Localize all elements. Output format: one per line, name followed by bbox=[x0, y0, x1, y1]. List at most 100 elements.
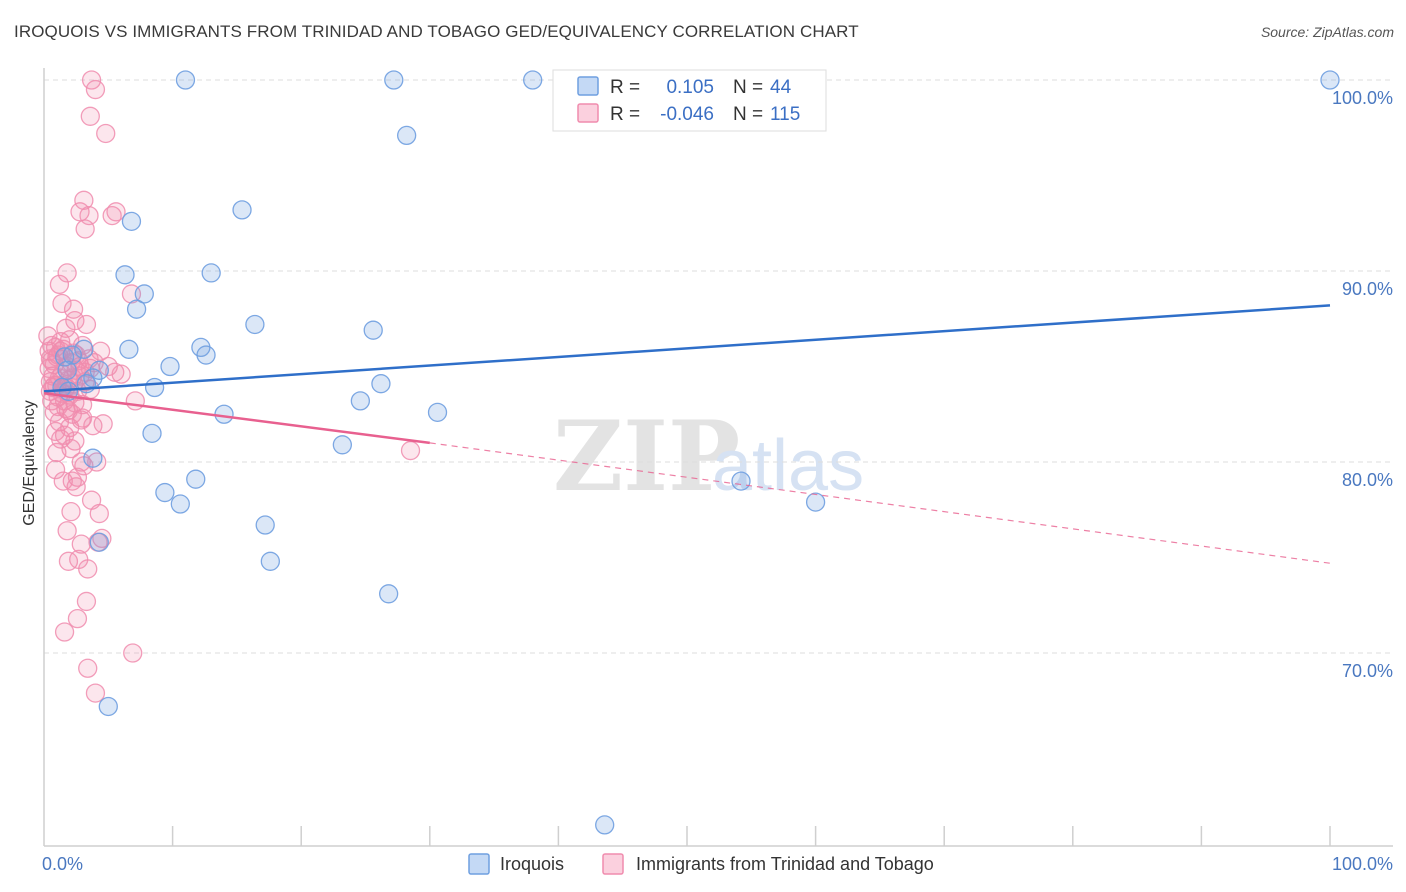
trinidad-point bbox=[54, 622, 75, 642]
iroquois-point bbox=[427, 402, 448, 422]
chart-title: IROQUOIS VS IMMIGRANTS FROM TRINIDAD AND… bbox=[14, 22, 859, 41]
iroquois-point bbox=[397, 125, 417, 146]
iroquois-point bbox=[350, 391, 371, 411]
y-axis-label: GED/Equivalency bbox=[21, 400, 38, 525]
series-legend: Iroquois Immigrants from Trinidad and To… bbox=[468, 853, 934, 875]
trinidad-point bbox=[123, 643, 143, 663]
iroquois-point bbox=[255, 515, 275, 535]
iroquois-point bbox=[160, 356, 180, 377]
trinidad-point bbox=[93, 414, 113, 434]
iroquois-point bbox=[731, 471, 751, 491]
iroquois-point bbox=[175, 70, 196, 90]
watermark-zip: ZIP bbox=[553, 400, 740, 513]
trinidad-trend-line bbox=[43, 392, 430, 445]
iroquois-point bbox=[170, 494, 190, 514]
iroquois-point bbox=[126, 299, 147, 319]
trinidad-point bbox=[78, 559, 98, 579]
y-tick-label: 100.0% bbox=[1332, 88, 1393, 108]
legend-r-label: R = bbox=[610, 104, 640, 125]
iroquois-point bbox=[74, 339, 94, 359]
iroquois-point bbox=[119, 339, 139, 359]
trinidad-point bbox=[96, 123, 116, 144]
iroquois-point bbox=[1320, 70, 1340, 90]
iroquois-point bbox=[142, 423, 162, 444]
legend-n-label: N = bbox=[733, 104, 763, 125]
trinidad-trend-line-extrapolated bbox=[429, 442, 1331, 564]
iroquois-point bbox=[332, 435, 353, 455]
trinidad-point bbox=[57, 521, 77, 541]
y-tick-label: 80.0% bbox=[1342, 470, 1393, 490]
y-tick-label: 70.0% bbox=[1342, 661, 1393, 681]
trinidad-point bbox=[67, 608, 88, 629]
iroquois-point bbox=[196, 345, 216, 365]
trinidad-point bbox=[65, 311, 85, 331]
trinidad-point bbox=[89, 503, 109, 524]
trinidad-point bbox=[58, 400, 79, 421]
iroquois-point bbox=[245, 314, 265, 335]
legend-n-value: 115 bbox=[770, 104, 800, 125]
trinidad-point bbox=[76, 314, 97, 335]
iroquois-point bbox=[232, 200, 252, 220]
iroquois-point bbox=[201, 263, 221, 283]
iroquois-point bbox=[523, 70, 543, 90]
trinidad-point bbox=[76, 591, 97, 612]
trinidad-point bbox=[71, 534, 91, 554]
iroquois-point bbox=[384, 70, 404, 90]
iroquois-point bbox=[186, 469, 206, 489]
iroquois-point bbox=[378, 584, 399, 604]
iroquois-point bbox=[89, 360, 109, 380]
trinidad-point bbox=[67, 467, 88, 487]
iroquois-point bbox=[98, 696, 118, 717]
trinidad-point bbox=[125, 391, 145, 411]
iroquois-point bbox=[144, 377, 165, 398]
iroquois-point bbox=[214, 404, 234, 424]
trinidad-point bbox=[52, 293, 72, 314]
legend-r-value: -0.046 bbox=[660, 104, 714, 125]
iroquois-trend-line bbox=[43, 304, 1331, 393]
trinidad-point bbox=[57, 263, 77, 283]
bottom-legend-swatch-trinidad bbox=[602, 853, 624, 875]
correlation-legend: R = 0.105 N = 44 R = -0.046 N = 115 bbox=[552, 69, 827, 132]
legend-swatch-trinidad bbox=[577, 103, 599, 123]
iroquois-point bbox=[83, 448, 103, 468]
trinidad-point bbox=[80, 106, 100, 126]
iroquois-point bbox=[260, 551, 280, 571]
iroquois-point bbox=[155, 482, 175, 503]
iroquois-point bbox=[363, 320, 383, 340]
iroquois-point bbox=[595, 815, 615, 835]
x-tick-label-max: 100.0% bbox=[1332, 854, 1393, 874]
y-tick-label: 90.0% bbox=[1342, 279, 1393, 299]
legend-r-label: R = bbox=[610, 77, 640, 98]
iroquois-point bbox=[805, 492, 826, 512]
trinidad-point bbox=[49, 274, 70, 295]
iroquois-point bbox=[134, 284, 154, 304]
trinidad-point bbox=[74, 190, 94, 210]
bottom-legend-label-trinidad: Immigrants from Trinidad and Tobago bbox=[636, 854, 934, 874]
legend-r-value: 0.105 bbox=[666, 77, 714, 98]
x-tick-label-min: 0.0% bbox=[42, 854, 83, 874]
iroquois-point bbox=[115, 265, 135, 285]
iroquois-point bbox=[57, 360, 77, 380]
y-tick-labels: 70.0% 80.0% 90.0% 100.0% bbox=[1332, 88, 1393, 681]
trinidad-point bbox=[72, 395, 93, 415]
trinidad-point bbox=[71, 410, 91, 430]
x-ticks bbox=[171, 826, 1331, 846]
trinidad-point bbox=[45, 459, 66, 480]
trinidad-point bbox=[85, 683, 106, 703]
bottom-legend-swatch-iroquois bbox=[468, 853, 490, 875]
bottom-legend-label-iroquois: Iroquois bbox=[500, 854, 564, 874]
trinidad-point bbox=[61, 438, 81, 459]
trinidad-point bbox=[40, 349, 61, 369]
iroquois-point bbox=[371, 374, 391, 394]
iroquois-points bbox=[52, 70, 1340, 835]
iroquois-point bbox=[121, 211, 142, 231]
axes bbox=[43, 68, 1393, 847]
trinidad-point bbox=[81, 70, 102, 90]
trinidad-point bbox=[106, 202, 126, 222]
trinidad-point bbox=[400, 440, 421, 461]
trend-lines bbox=[43, 304, 1331, 564]
legend-n-label: N = bbox=[733, 77, 763, 98]
chart-source: Source: ZipAtlas.com bbox=[1260, 24, 1394, 40]
trinidad-point bbox=[111, 364, 131, 384]
